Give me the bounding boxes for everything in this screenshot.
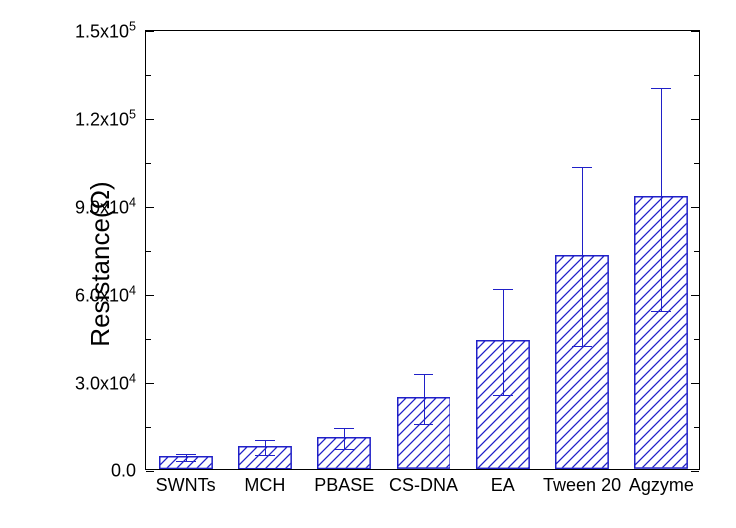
error-bar [186, 454, 187, 461]
error-cap-top [255, 440, 275, 441]
error-cap-bottom [334, 449, 354, 450]
y-tick-minor [146, 251, 151, 252]
x-tick-label: Tween 20 [543, 475, 621, 496]
error-cap-bottom [572, 346, 592, 347]
y-tick-minor [146, 75, 151, 76]
error-cap-bottom [176, 461, 196, 462]
y-tick-major [146, 295, 154, 296]
y-tick-major [691, 295, 699, 296]
x-tick-label: MCH [244, 475, 285, 496]
y-tick-label: 9.0x104 [75, 196, 136, 219]
error-cap-top [651, 88, 671, 89]
y-tick-minor [694, 427, 699, 428]
y-tick-major [146, 207, 154, 208]
y-tick-major [691, 207, 699, 208]
y-tick-major [146, 31, 154, 32]
error-cap-bottom [651, 311, 671, 312]
error-cap-top [572, 167, 592, 168]
error-bar [344, 428, 345, 449]
bar-chart: Resistance(Ω) 0.03.0x1046.0x1049.0x1041.… [0, 0, 736, 528]
y-tick-major [691, 31, 699, 32]
plot-area: 0.03.0x1046.0x1049.0x1041.2x1051.5x105SW… [145, 30, 700, 470]
y-tick-major [146, 119, 154, 120]
error-cap-bottom [255, 455, 275, 456]
x-tick-label: CS-DNA [389, 475, 458, 496]
y-tick-major [691, 119, 699, 120]
error-cap-bottom [493, 395, 513, 396]
error-bar [265, 440, 266, 455]
y-tick-minor [146, 427, 151, 428]
y-tick-minor [694, 339, 699, 340]
error-bar [503, 289, 504, 395]
y-tick-label: 0.0 [111, 461, 136, 482]
x-tick-label: EA [491, 475, 515, 496]
y-tick-major [691, 383, 699, 384]
error-cap-top [493, 289, 513, 290]
error-cap-bottom [414, 424, 434, 425]
x-tick-label: SWNTs [156, 475, 216, 496]
y-tick-minor [694, 75, 699, 76]
y-tick-minor [694, 251, 699, 252]
error-cap-top [414, 374, 434, 375]
x-tick-label: Agzyme [629, 475, 694, 496]
y-tick-label: 1.5x105 [75, 20, 136, 43]
y-tick-major [146, 383, 154, 384]
y-tick-minor [146, 163, 151, 164]
error-bar [661, 88, 662, 311]
y-tick-label: 3.0x104 [75, 372, 136, 395]
y-tick-label: 6.0x104 [75, 284, 136, 307]
error-cap-top [176, 454, 196, 455]
y-tick-minor [146, 339, 151, 340]
error-bar [582, 167, 583, 346]
error-bar [424, 374, 425, 424]
y-tick-major [146, 471, 154, 472]
y-tick-minor [694, 163, 699, 164]
y-tick-label: 1.2x105 [75, 108, 136, 131]
x-tick-label: PBASE [314, 475, 374, 496]
y-tick-major [691, 471, 699, 472]
error-cap-top [334, 428, 354, 429]
